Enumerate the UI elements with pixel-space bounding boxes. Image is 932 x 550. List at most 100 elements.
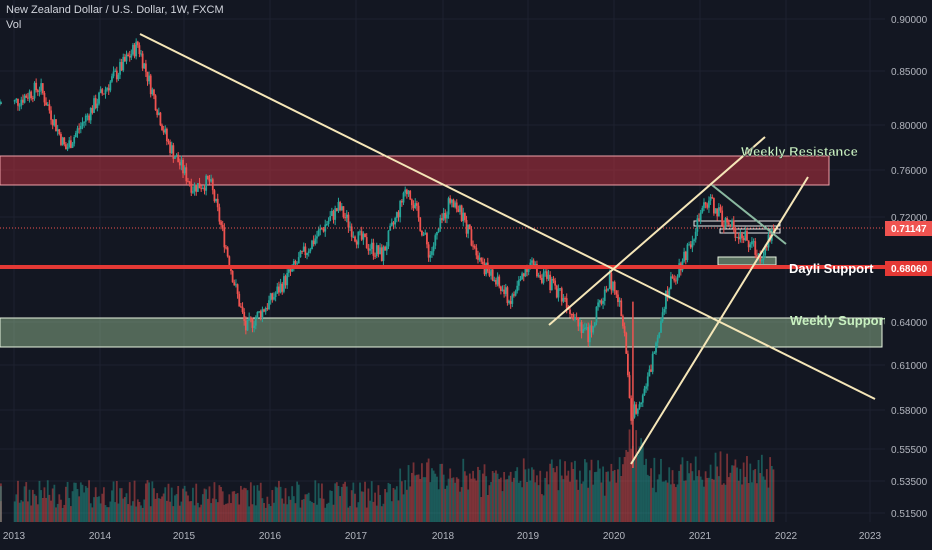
volume-bar	[321, 483, 323, 522]
price-axis[interactable]: 0.90000 0.85000 0.80000 0.76000 0.72000 0.640…	[885, 0, 932, 550]
candle-body	[499, 286, 502, 291]
volume-bar	[35, 495, 38, 522]
volume-bar	[412, 462, 415, 522]
volume-bar	[513, 477, 515, 522]
candle-body	[481, 261, 484, 264]
candle-body	[282, 276, 285, 292]
volume-bar	[96, 496, 99, 522]
candle-body	[120, 62, 123, 71]
candle-body	[337, 201, 340, 211]
candle-body	[136, 41, 139, 46]
candle-body	[712, 198, 715, 214]
candle-body	[53, 119, 56, 126]
candle-body	[689, 244, 692, 248]
volume-bar	[588, 470, 591, 522]
candle-body	[658, 332, 661, 338]
candle-body	[281, 283, 284, 292]
volume-bar	[570, 462, 573, 522]
candle-body	[729, 224, 732, 227]
candle-body	[603, 289, 606, 301]
long-term-downtrend-line[interactable]	[139, 33, 876, 400]
volume-bar	[537, 485, 540, 522]
volume-bar	[560, 475, 563, 522]
candle-body	[185, 167, 188, 182]
candle-body	[651, 353, 654, 372]
candle-body	[122, 56, 125, 71]
candle-body	[462, 212, 465, 221]
volume-bar	[550, 459, 553, 522]
candle-body	[63, 137, 66, 145]
candle-body	[344, 217, 346, 219]
volume-bar	[405, 489, 408, 522]
rising-channel-bottom-line[interactable]	[630, 176, 809, 465]
volume-bar	[23, 486, 26, 522]
volume-bar	[106, 507, 109, 522]
candle-body	[68, 140, 71, 148]
volume-bar	[325, 503, 328, 522]
volume-bar	[48, 494, 51, 522]
volume-indicator-label[interactable]: Vol	[6, 19, 22, 31]
volume-bar	[289, 499, 292, 522]
candle-body	[577, 317, 580, 327]
volume-bar	[706, 477, 709, 522]
candle-body	[610, 272, 613, 291]
candle-body	[717, 207, 720, 217]
volume-bar	[432, 470, 435, 522]
candle-body	[297, 257, 300, 264]
candle-body	[360, 231, 363, 240]
volume-bar	[115, 480, 118, 522]
candle-body	[161, 125, 163, 131]
volume-bar	[195, 483, 198, 522]
candle-body	[127, 54, 130, 56]
volume-bar	[324, 507, 327, 522]
volume-bar	[392, 488, 395, 522]
candle-body	[321, 228, 323, 230]
volume-bar	[439, 463, 442, 522]
candle-body	[292, 261, 295, 268]
minor-resistance-box-2[interactable]	[719, 228, 781, 234]
candle-body	[744, 231, 747, 241]
candle-body	[210, 179, 213, 182]
candle-body	[472, 245, 474, 247]
candle-body	[370, 242, 373, 249]
volume-bar	[81, 484, 84, 522]
volume-bar	[128, 482, 131, 522]
candle-body	[755, 254, 758, 256]
candle-body	[410, 199, 413, 206]
candle-body	[76, 128, 79, 134]
wedge-top-line[interactable]	[711, 184, 787, 245]
candle-body	[266, 308, 269, 310]
volume-bar	[514, 471, 517, 522]
candle-body	[112, 71, 115, 77]
volume-bar	[263, 502, 265, 522]
volume-bar	[683, 480, 686, 522]
candle-body	[668, 288, 671, 298]
volume-bar	[292, 496, 295, 522]
time-tick-label: 2016	[259, 531, 282, 542]
minor-support-box[interactable]	[717, 256, 777, 266]
candle-body	[296, 263, 299, 265]
volume-bar	[342, 483, 345, 522]
candle-body	[132, 44, 134, 55]
symbol-title[interactable]: New Zealand Dollar / U.S. Dollar, 1W, FX…	[6, 4, 224, 16]
candle-body	[324, 224, 327, 232]
candle-body	[78, 128, 81, 130]
volume-bar	[562, 479, 565, 522]
volume-bar	[539, 470, 542, 522]
candle-body	[99, 89, 102, 93]
volume-bar	[630, 448, 633, 522]
candle-body	[109, 81, 112, 91]
candle-body	[579, 322, 581, 327]
volume-bar	[119, 488, 121, 522]
volume-bar	[112, 481, 115, 522]
candle-body	[544, 271, 547, 273]
candle-body	[151, 89, 154, 95]
time-axis[interactable]: 2013 2014 2015 2016 2017 2018 2019 2020 2021 2022…	[0, 522, 885, 550]
rising-channel-top-line[interactable]	[548, 136, 766, 326]
minor-resistance-box-1[interactable]	[693, 220, 781, 227]
candle-body	[246, 319, 249, 331]
candle-body	[665, 290, 667, 309]
volume-bar	[465, 475, 468, 522]
weekly-support-zone[interactable]	[0, 317, 883, 348]
